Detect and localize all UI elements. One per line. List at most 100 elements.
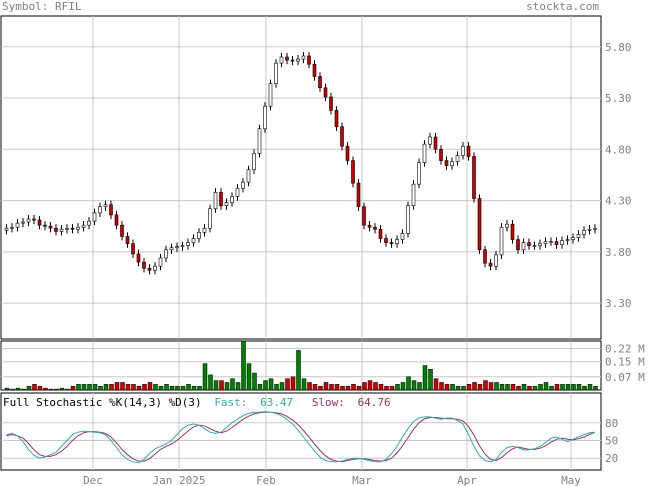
candle-body — [472, 156, 476, 199]
volume-bar — [334, 384, 340, 391]
candle-body — [312, 63, 317, 77]
volume-bar — [400, 382, 406, 391]
stochastic-panel — [0, 392, 602, 471]
volume-bar — [54, 388, 59, 391]
candle-body — [593, 227, 597, 230]
candle-body — [59, 228, 64, 232]
volume-bar — [26, 385, 32, 391]
candle-body — [175, 246, 179, 249]
slow-value: 64.76 — [357, 396, 391, 409]
volume-bar — [384, 385, 389, 391]
volume-bar — [180, 385, 186, 391]
price-tick-label: 3.30 — [605, 297, 632, 310]
volume-bar — [136, 385, 142, 391]
candle-body — [571, 237, 575, 240]
candle-body — [499, 226, 504, 256]
volume-bar — [312, 384, 318, 391]
candle-body — [356, 182, 361, 208]
volume-bar — [593, 385, 598, 391]
candle-body — [213, 192, 218, 210]
candle-body — [54, 227, 58, 232]
candle-body — [428, 136, 432, 145]
volume-bar — [301, 378, 307, 391]
candle-body — [26, 218, 31, 223]
candle-body — [510, 223, 515, 240]
volume-bar — [235, 382, 241, 391]
volume-bar — [65, 388, 70, 391]
price-panel — [0, 15, 602, 340]
volume-bar — [549, 385, 554, 391]
volume-bar — [582, 385, 587, 391]
candle-body — [136, 253, 141, 263]
candle-body — [400, 233, 405, 240]
candle-body — [142, 261, 146, 269]
candle-body — [587, 228, 592, 231]
candle-body — [340, 126, 344, 147]
volume-bar — [576, 384, 582, 391]
slow-line — [6, 411, 596, 463]
volume-bar — [175, 385, 180, 391]
candle-body — [532, 245, 537, 247]
candle-body — [4, 227, 9, 231]
volume-bar — [422, 365, 428, 391]
volume-bar — [362, 382, 367, 391]
candle-body — [219, 192, 223, 206]
candle-body — [384, 238, 388, 243]
candle-body — [549, 241, 553, 243]
candle-body — [455, 155, 460, 162]
candle-body — [307, 55, 311, 65]
volume-bar — [505, 384, 510, 391]
candle-body — [257, 128, 262, 154]
candle-body — [461, 145, 465, 156]
stochastic-tick-label: 80 — [605, 417, 618, 430]
volume-bar — [296, 350, 301, 391]
candle-body — [15, 222, 20, 228]
volume-bar — [131, 384, 136, 391]
candle-body — [395, 239, 399, 244]
candle-body — [417, 162, 421, 185]
candle-body — [246, 169, 251, 183]
candle-body — [406, 205, 410, 234]
volume-bar — [351, 384, 356, 391]
volume-bar — [587, 384, 593, 391]
volume-bar — [543, 382, 549, 391]
volume-bar — [213, 380, 219, 391]
candle-body — [444, 160, 449, 167]
volume-bar — [527, 385, 532, 391]
volume-bar — [367, 380, 373, 391]
candle-body — [450, 161, 454, 167]
volume-bar — [15, 387, 21, 391]
volume-bar — [59, 387, 65, 391]
stochastic-legend: Full Stochastic %K(14,3) %D(3) Fast: 63.… — [3, 396, 403, 409]
candle-body — [98, 206, 102, 214]
price-tick-label: 4.80 — [605, 143, 632, 156]
x-tick-label: Mar — [352, 474, 372, 486]
volume-bar — [274, 384, 279, 391]
brand-logo-text[interactable]: stockta.com — [526, 0, 599, 13]
volume-bar — [147, 382, 153, 391]
volume-bar — [219, 380, 224, 391]
candle-body — [153, 265, 157, 271]
volume-bar — [224, 382, 230, 391]
volume-bar — [571, 384, 576, 391]
fast-legend: Fast: 63.47 — [214, 396, 299, 409]
candle-body — [411, 183, 416, 206]
volume-bar — [81, 384, 87, 391]
candle-body — [554, 241, 559, 245]
candle-body — [87, 220, 91, 226]
candle-body — [543, 241, 548, 244]
volume-bar — [455, 385, 461, 391]
candle-body — [351, 160, 355, 184]
slow-label: Slow: — [311, 396, 345, 409]
stochastic-tick-label: 50 — [605, 435, 618, 448]
volume-bar — [87, 384, 92, 391]
candle-body — [301, 55, 306, 60]
candle-body — [263, 105, 267, 130]
candle-body — [158, 257, 163, 267]
candle-body — [114, 214, 119, 226]
candle-body — [48, 225, 53, 229]
volume-bar — [70, 385, 76, 391]
volume-bar — [37, 385, 43, 391]
volume-bar — [21, 388, 26, 391]
